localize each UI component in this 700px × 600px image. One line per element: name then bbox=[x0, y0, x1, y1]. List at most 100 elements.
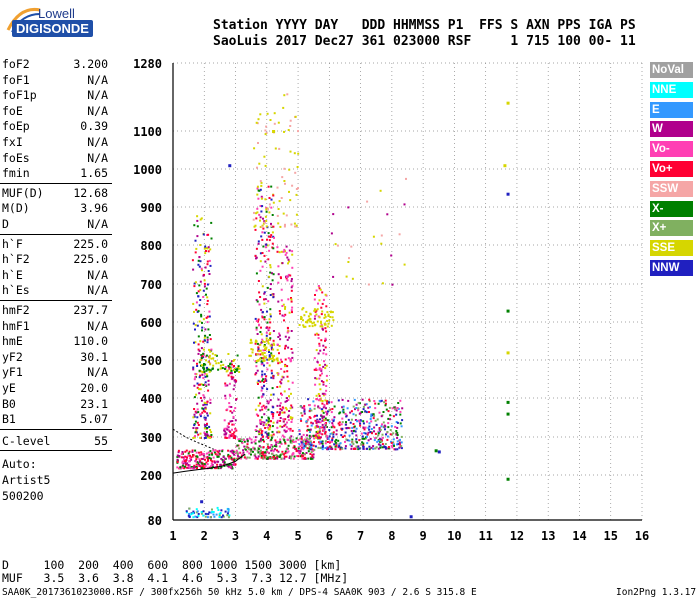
data-point bbox=[269, 321, 272, 324]
data-point bbox=[322, 365, 325, 368]
data-point bbox=[216, 455, 219, 458]
data-point bbox=[198, 369, 201, 372]
data-point bbox=[321, 302, 324, 305]
data-point bbox=[303, 408, 306, 411]
data-point bbox=[263, 421, 266, 424]
data-point bbox=[283, 439, 286, 442]
data-point bbox=[300, 455, 303, 458]
data-point bbox=[240, 438, 243, 441]
data-point bbox=[393, 406, 396, 409]
data-point bbox=[255, 299, 258, 302]
data-point bbox=[284, 253, 287, 256]
data-point bbox=[272, 450, 275, 453]
data-point bbox=[269, 271, 272, 274]
data-point bbox=[318, 430, 321, 433]
data-point bbox=[263, 291, 266, 294]
data-point bbox=[200, 500, 204, 504]
data-point bbox=[294, 115, 297, 118]
data-point bbox=[266, 368, 269, 371]
data-point bbox=[193, 415, 196, 418]
data-point bbox=[283, 457, 286, 460]
data-point bbox=[203, 279, 206, 282]
data-point bbox=[318, 427, 321, 430]
data-point bbox=[409, 515, 413, 519]
data-point bbox=[257, 242, 260, 245]
data-point bbox=[392, 415, 395, 418]
data-point bbox=[313, 324, 316, 327]
data-point bbox=[255, 212, 258, 215]
data-point bbox=[256, 369, 259, 372]
data-point bbox=[381, 433, 384, 436]
data-point bbox=[187, 454, 190, 457]
logo-lowell-text: Lowell bbox=[38, 6, 75, 21]
data-point bbox=[355, 403, 358, 406]
data-point bbox=[281, 434, 284, 437]
data-point bbox=[205, 250, 207, 252]
data-point bbox=[284, 441, 287, 444]
data-point bbox=[283, 319, 285, 322]
data-point bbox=[196, 416, 199, 419]
data-point bbox=[284, 182, 286, 185]
data-point bbox=[308, 438, 311, 441]
data-point bbox=[270, 448, 273, 450]
data-point bbox=[314, 333, 317, 336]
data-point bbox=[321, 372, 323, 375]
data-point bbox=[275, 441, 278, 444]
data-point bbox=[304, 438, 307, 441]
data-point bbox=[197, 348, 200, 351]
data-point bbox=[341, 421, 344, 424]
data-point bbox=[329, 316, 332, 318]
data-point bbox=[254, 408, 257, 411]
data-point bbox=[263, 341, 266, 343]
data-point bbox=[266, 358, 269, 361]
data-point bbox=[304, 445, 307, 448]
data-point bbox=[216, 506, 219, 509]
data-point bbox=[506, 477, 510, 481]
data-point bbox=[196, 235, 199, 238]
data-point bbox=[234, 371, 236, 373]
data-point bbox=[287, 327, 289, 330]
data-point bbox=[294, 440, 297, 443]
data-point bbox=[199, 374, 202, 377]
data-point bbox=[202, 466, 205, 469]
data-point bbox=[257, 346, 260, 349]
data-point bbox=[277, 442, 280, 444]
data-point bbox=[189, 467, 192, 470]
data-point bbox=[288, 249, 291, 252]
data-point bbox=[382, 425, 385, 428]
data-point bbox=[265, 132, 268, 134]
data-point bbox=[282, 106, 285, 109]
data-point bbox=[352, 405, 355, 408]
data-point bbox=[202, 408, 205, 410]
data-point bbox=[256, 449, 259, 452]
data-point bbox=[315, 349, 318, 352]
data-point bbox=[375, 446, 378, 449]
data-point bbox=[184, 465, 186, 468]
data-point bbox=[307, 450, 310, 453]
x-tick-label: 15 bbox=[604, 529, 618, 543]
data-point bbox=[203, 427, 206, 430]
data-point bbox=[263, 298, 265, 301]
data-point bbox=[246, 439, 249, 442]
data-point bbox=[260, 225, 263, 228]
data-point bbox=[364, 437, 367, 440]
data-point bbox=[326, 402, 328, 405]
data-point bbox=[332, 420, 335, 422]
data-point bbox=[261, 231, 264, 234]
data-point bbox=[195, 465, 198, 468]
data-point bbox=[384, 402, 387, 405]
data-point bbox=[379, 430, 381, 433]
data-point bbox=[271, 387, 274, 390]
data-point bbox=[379, 444, 382, 447]
data-point bbox=[273, 343, 276, 346]
data-point bbox=[352, 443, 355, 446]
data-point bbox=[283, 424, 286, 427]
x-tick-label: 5 bbox=[294, 529, 301, 543]
data-point bbox=[341, 447, 344, 450]
data-point bbox=[255, 326, 258, 329]
data-point bbox=[266, 238, 268, 241]
data-point bbox=[209, 412, 212, 415]
param-value: 12.68 bbox=[73, 185, 108, 200]
data-point bbox=[401, 407, 404, 410]
data-point bbox=[318, 287, 321, 290]
